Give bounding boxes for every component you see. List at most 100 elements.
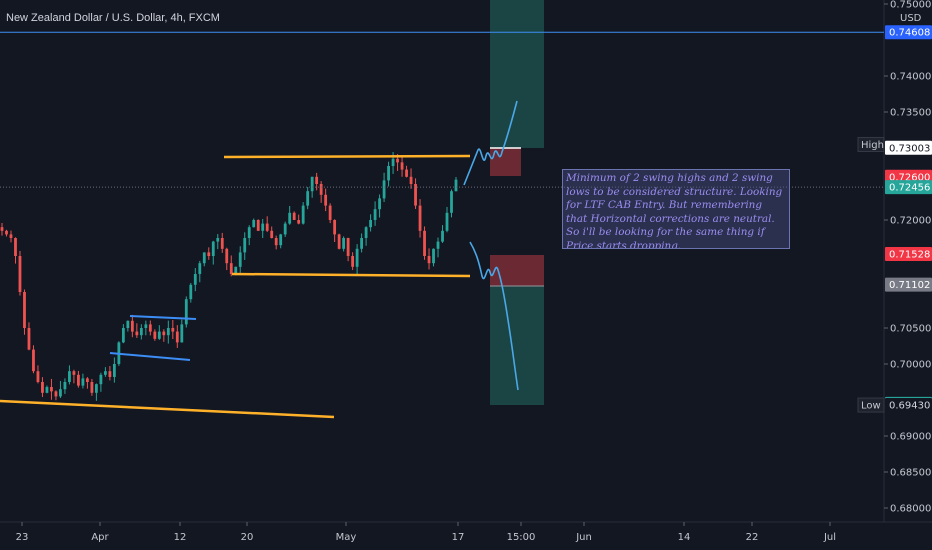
candle-body [445,212,449,231]
candle-body [297,220,301,224]
candle-body [373,209,377,220]
candle-body [238,252,242,267]
resistance-line[interactable] [223,154,471,159]
candle-body [382,180,386,199]
candle-body [333,220,337,235]
candle-body [139,328,143,336]
price-tick-label: 0.74000 [890,72,931,83]
price-tag-background [885,246,932,261]
candle-body [346,238,350,256]
price-tag-value: 0.69430 [889,401,930,412]
candle-body [5,230,8,235]
candles [0,151,458,401]
price-tag-label: High [861,140,884,151]
candle-body [18,256,22,292]
price-tag[interactable]: 0.71102 [885,277,932,292]
candle-body [396,158,399,163]
candle-body [14,238,17,256]
channel-top-line[interactable] [129,315,197,320]
candle-body [270,230,274,238]
price-tag-background [885,180,932,195]
candle-body [409,176,413,184]
time-tick-label: 23 [16,532,29,543]
candle-body [301,205,305,224]
support-line[interactable] [231,272,471,278]
price-tag-label-background [857,136,885,152]
price-tag-label-background [857,397,885,413]
candle-body [364,227,368,238]
price-axis[interactable]: 0.75000 0.74000 0.73500 0.72000 0.70500 0.700… [857,0,932,515]
time-tick-label: 17 [452,532,465,543]
lower-trendline[interactable] [0,399,335,419]
candle-body [90,382,94,393]
price-tag[interactable]: 0.73003 [885,140,932,155]
price-tag-background [885,398,932,413]
candle-body [157,331,161,339]
candle-body [216,238,220,242]
candle-body [252,220,256,228]
time-tick-label: Jul [823,532,836,543]
price-tag-value: 0.71102 [889,280,930,291]
price-tick-label: 0.68000 [890,504,931,515]
time-axis[interactable]: 23 Apr 12 20 May 17 15:00 Jun 14 22 Jul [16,522,836,543]
candle-body [166,328,170,336]
time-tick-label: 20 [241,532,254,543]
candle-body [369,220,372,228]
bullish-projection[interactable] [463,100,518,186]
candle-body [171,328,175,332]
price-tick-label: 0.75000 [890,0,931,11]
candle-body [207,252,211,256]
trend-drawings[interactable] [0,31,884,419]
candle-body [41,382,44,393]
candle-body [54,391,58,397]
price-tag[interactable]: 0.71528 [885,246,932,261]
candle-body [193,274,197,285]
candle-body [99,374,103,385]
candle-body [310,176,314,192]
price-tick-label: 0.70000 [890,360,931,371]
candle-body [189,284,193,300]
time-tick-label: 22 [746,532,759,543]
candle-body [211,241,215,256]
candle-body [36,371,40,382]
price-tag[interactable]: 0.72456 [885,180,932,195]
bearish-projection[interactable] [469,241,519,391]
candle-body [27,328,31,350]
note-annotation[interactable]: Minimum of 2 swing highs and 2 swing low… [562,169,790,249]
candle-body [180,324,184,343]
time-tick-label: May [336,532,357,543]
price-tag-value: 0.72456 [889,183,930,194]
candle-body [153,331,157,339]
price-tick-label: 0.69000 [890,432,931,443]
channel-bottom-line[interactable] [109,352,191,361]
candle-body [9,234,13,238]
candle-body [279,234,283,246]
candle-body [328,205,332,220]
currency-label: USD [900,13,922,24]
candle-body [229,263,233,274]
candle-body [324,194,328,206]
candle-body [108,371,112,377]
candle-body [202,252,206,264]
price-tag-value: 0.72600 [889,172,930,183]
candle-body [225,248,229,264]
candle-body [387,166,390,181]
grid [0,0,932,523]
candle-body [32,349,35,372]
price-tag-value: 0.74608 [889,28,930,39]
candle-body [436,241,440,249]
candle-body [94,384,98,393]
price-tag-value: 0.71528 [889,249,930,260]
price-tag[interactable]: 0.69430 Low [857,397,932,413]
long-target-box[interactable] [490,0,544,148]
price-tag-background [885,277,932,292]
price-tag[interactable]: 0.74608 [885,25,932,40]
candle-body [432,248,435,264]
candle-body [0,227,4,231]
price-tag-label: Low [861,401,881,412]
symbol-title: New Zealand Dollar / U.S. Dollar, 4h, FX… [6,12,220,24]
candle-body [175,331,179,343]
candle-body [72,371,76,375]
